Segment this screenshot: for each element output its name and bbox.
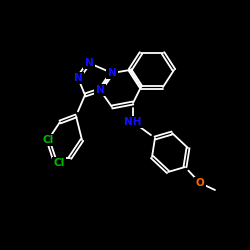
Text: N: N	[74, 73, 82, 83]
Text: Cl: Cl	[54, 158, 64, 168]
Text: N: N	[84, 58, 94, 68]
Text: N: N	[108, 68, 116, 78]
Text: N: N	[96, 85, 104, 95]
Text: Cl: Cl	[42, 135, 54, 145]
Text: NH: NH	[124, 117, 142, 127]
Text: O: O	[196, 178, 204, 188]
